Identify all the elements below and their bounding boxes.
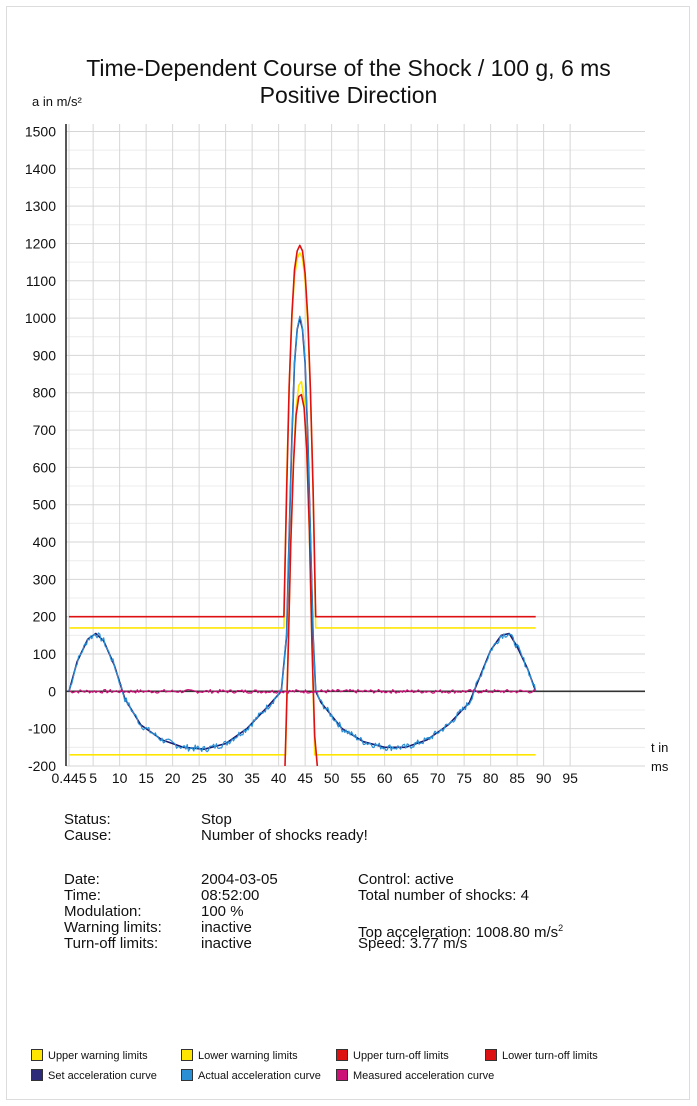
- legend-upper-warning: Upper warning limits: [31, 1049, 148, 1063]
- legend-actual-acceleration: Actual acceleration curve: [181, 1069, 321, 1083]
- time-value: 08:52:00: [201, 887, 260, 904]
- x-tick-label: 70: [430, 770, 446, 786]
- legend-swatch: [31, 1049, 43, 1061]
- x-tick-label: 10: [112, 770, 128, 786]
- x-axis-label-line2: ms: [651, 759, 669, 774]
- legend-label: Upper turn-off limits: [353, 1050, 449, 1062]
- y-tick-label: 1000: [25, 310, 56, 326]
- legend-label: Lower turn-off limits: [502, 1050, 598, 1062]
- x-tick-label: 60: [377, 770, 393, 786]
- y-tick-label: 700: [33, 422, 57, 438]
- legend-lower-warning: Lower warning limits: [181, 1049, 298, 1063]
- time-label: Time:: [64, 887, 101, 904]
- y-tick-label: 100: [33, 646, 57, 662]
- y-tick-label: 900: [33, 347, 57, 363]
- x-tick-label: 40: [271, 770, 287, 786]
- y-tick-label: 800: [33, 385, 57, 401]
- x-tick-label: 55: [350, 770, 366, 786]
- shock-chart: 1500140013001200110010009008007006005004…: [25, 94, 669, 786]
- control-status: Control: active: [358, 871, 454, 888]
- chart-subtitle: Positive Direction: [259, 82, 438, 108]
- x-tick-label: 90: [536, 770, 552, 786]
- legend-swatch: [485, 1049, 497, 1061]
- status-value: Stop: [201, 811, 232, 828]
- x-tick-label: 50: [324, 770, 340, 786]
- y-tick-label: 500: [33, 497, 57, 513]
- warning-limits-value: inactive: [201, 919, 252, 936]
- x-tick-label: 30: [218, 770, 234, 786]
- top-acceleration-text: Top acceleration: 1008.80 m/s: [358, 924, 559, 941]
- measured-acceleration-line: [68, 688, 537, 694]
- legend-label: Upper warning limits: [48, 1050, 148, 1062]
- legend-swatch: [336, 1069, 348, 1081]
- y-tick-label: 1100: [26, 273, 56, 289]
- page-frame: [6, 6, 690, 1100]
- legend-swatch: [31, 1069, 43, 1081]
- chart-title: Time-Dependent Course of the Shock / 100…: [86, 55, 611, 81]
- legend-label: Set acceleration curve: [48, 1070, 157, 1082]
- y-tick-label: 300: [33, 571, 57, 587]
- cause-value: Number of shocks ready!: [201, 827, 368, 844]
- y-tick-label: -200: [28, 758, 56, 774]
- date-value: 2004-03-05: [201, 871, 278, 888]
- plot-area: [66, 124, 645, 766]
- top-acceleration: Top acceleration: 1008.80 m/s2: [358, 920, 563, 941]
- y-tick-label: 1200: [25, 235, 56, 251]
- total-shocks: Total number of shocks: 4: [358, 887, 529, 904]
- turnoff-limits-value: inactive: [201, 935, 252, 952]
- legend-upper-turnoff: Upper turn-off limits: [336, 1049, 449, 1063]
- lower-turnoff-line: [284, 393, 319, 766]
- legend-label: Actual acceleration curve: [198, 1070, 321, 1082]
- series-group: [68, 244, 537, 766]
- legend-measured-acceleration: Measured acceleration curve: [336, 1069, 494, 1083]
- x-tick-label: 5: [89, 770, 97, 786]
- x-tick-label: 75: [456, 770, 472, 786]
- legend-swatch: [181, 1049, 193, 1061]
- y-tick-label: 1300: [25, 198, 56, 214]
- upper-turnoff-line: [69, 244, 536, 618]
- legend-label: Measured acceleration curve: [353, 1070, 495, 1082]
- x-tick-label: 20: [165, 770, 181, 786]
- x-axis-label-line1: t in: [651, 740, 668, 755]
- x-tick-label: 35: [244, 770, 260, 786]
- status-label: Status:: [64, 811, 111, 828]
- date-label: Date:: [64, 871, 100, 888]
- y-tick-label: 1500: [25, 123, 56, 139]
- y-tick-label: 200: [33, 609, 57, 625]
- modulation-value: 100 %: [201, 903, 244, 920]
- legend-lower-turnoff: Lower turn-off limits: [485, 1049, 598, 1063]
- y-tick-label: 400: [33, 534, 57, 550]
- y-tick-label: -100: [28, 721, 56, 737]
- x-tick-label: 95: [562, 770, 578, 786]
- x-tick-label: 15: [138, 770, 154, 786]
- top-acceleration-exponent: 2: [558, 923, 564, 933]
- legend-swatch: [336, 1049, 348, 1061]
- legend-set-acceleration: Set acceleration curve: [31, 1069, 157, 1083]
- x-tick-label: 25: [191, 770, 207, 786]
- speed: Speed: 3.77 m/s: [358, 935, 468, 952]
- legend-label: Lower warning limits: [198, 1050, 298, 1062]
- y-tick-label: 600: [33, 459, 57, 475]
- legend-swatch: [181, 1069, 193, 1081]
- x-tick-label: 45: [297, 770, 313, 786]
- y-axis-label: a in m/s²: [32, 94, 83, 109]
- modulation-label: Modulation:: [64, 903, 142, 920]
- turnoff-limits-label: Turn-off limits:: [64, 935, 159, 952]
- x-tick-label: 80: [483, 770, 499, 786]
- x-tick-label: 85: [509, 770, 525, 786]
- y-tick-label: 0: [48, 683, 56, 699]
- cause-label: Cause:: [64, 827, 112, 844]
- x-tick-label: 0.445: [51, 770, 86, 786]
- actual-acceleration-line: [68, 315, 537, 753]
- y-tick-label: 1400: [25, 161, 56, 177]
- x-tick-label: 65: [403, 770, 419, 786]
- warning-limits-label: Warning limits:: [64, 919, 162, 936]
